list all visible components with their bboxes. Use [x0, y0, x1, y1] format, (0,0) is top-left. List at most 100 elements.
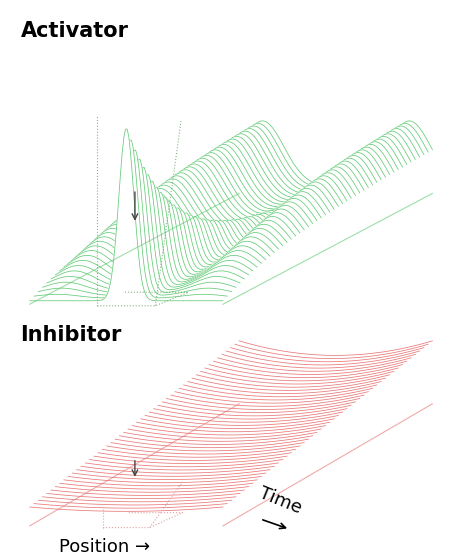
Polygon shape — [107, 446, 300, 481]
Polygon shape — [120, 202, 313, 257]
Polygon shape — [179, 388, 373, 439]
Polygon shape — [60, 483, 253, 509]
Polygon shape — [42, 159, 236, 297]
Polygon shape — [55, 487, 249, 511]
Polygon shape — [197, 147, 390, 216]
Text: Activator: Activator — [20, 21, 129, 41]
Polygon shape — [137, 188, 330, 248]
Polygon shape — [166, 398, 360, 446]
Polygon shape — [38, 500, 231, 521]
Polygon shape — [47, 168, 240, 295]
Polygon shape — [81, 208, 274, 277]
Polygon shape — [51, 490, 244, 514]
Polygon shape — [222, 354, 415, 414]
Polygon shape — [90, 460, 283, 491]
Polygon shape — [115, 439, 308, 476]
Polygon shape — [90, 213, 283, 272]
Polygon shape — [197, 375, 390, 429]
Polygon shape — [34, 504, 227, 524]
Polygon shape — [128, 195, 321, 252]
Polygon shape — [145, 182, 338, 243]
Polygon shape — [201, 144, 394, 214]
Polygon shape — [98, 217, 291, 268]
Polygon shape — [98, 453, 291, 486]
Polygon shape — [68, 197, 262, 284]
Polygon shape — [60, 187, 253, 289]
Polygon shape — [218, 134, 411, 205]
Polygon shape — [30, 129, 223, 304]
Polygon shape — [132, 426, 326, 466]
Polygon shape — [38, 150, 231, 300]
Polygon shape — [171, 395, 364, 444]
Polygon shape — [175, 161, 368, 227]
Polygon shape — [64, 480, 257, 506]
Polygon shape — [55, 182, 249, 291]
Polygon shape — [158, 405, 351, 451]
Text: Inhibitor: Inhibitor — [20, 325, 122, 345]
Polygon shape — [51, 175, 244, 293]
Polygon shape — [132, 192, 326, 250]
Polygon shape — [47, 494, 240, 516]
Polygon shape — [154, 176, 347, 238]
Polygon shape — [222, 131, 415, 203]
Polygon shape — [64, 193, 257, 286]
Polygon shape — [226, 129, 419, 200]
Polygon shape — [149, 179, 343, 241]
Polygon shape — [188, 153, 381, 221]
Polygon shape — [128, 429, 321, 468]
Polygon shape — [102, 449, 296, 483]
Polygon shape — [85, 463, 279, 494]
Polygon shape — [171, 164, 364, 229]
Polygon shape — [235, 344, 428, 406]
Polygon shape — [235, 124, 428, 196]
Polygon shape — [30, 507, 223, 526]
Polygon shape — [85, 211, 279, 275]
Polygon shape — [179, 158, 373, 225]
Polygon shape — [213, 361, 407, 419]
Polygon shape — [34, 140, 227, 302]
Polygon shape — [226, 351, 419, 411]
Polygon shape — [239, 341, 433, 404]
Polygon shape — [77, 205, 270, 280]
Polygon shape — [111, 443, 304, 478]
Polygon shape — [209, 365, 402, 421]
Polygon shape — [42, 497, 236, 519]
Polygon shape — [94, 456, 287, 488]
Polygon shape — [205, 368, 398, 424]
Polygon shape — [209, 139, 402, 209]
Polygon shape — [107, 213, 300, 263]
Polygon shape — [73, 201, 266, 282]
Polygon shape — [120, 436, 313, 473]
Polygon shape — [124, 198, 317, 255]
Polygon shape — [230, 126, 424, 198]
Polygon shape — [145, 416, 338, 458]
Polygon shape — [175, 392, 368, 441]
Polygon shape — [205, 141, 398, 212]
Polygon shape — [192, 150, 386, 218]
Polygon shape — [230, 348, 424, 409]
Polygon shape — [162, 170, 355, 234]
Polygon shape — [162, 402, 355, 448]
Polygon shape — [149, 412, 343, 456]
Polygon shape — [68, 476, 262, 504]
Text: Time: Time — [257, 485, 304, 518]
Polygon shape — [192, 378, 386, 431]
Polygon shape — [77, 470, 270, 499]
Polygon shape — [218, 358, 411, 416]
Polygon shape — [115, 206, 308, 259]
Polygon shape — [111, 209, 304, 261]
Polygon shape — [239, 121, 433, 193]
Polygon shape — [184, 155, 377, 223]
Polygon shape — [154, 409, 347, 453]
Polygon shape — [184, 385, 377, 436]
Polygon shape — [141, 419, 334, 461]
Polygon shape — [166, 167, 360, 232]
Polygon shape — [213, 136, 407, 207]
Polygon shape — [137, 422, 330, 463]
Polygon shape — [73, 473, 266, 501]
Polygon shape — [141, 185, 334, 246]
Polygon shape — [94, 215, 287, 270]
Polygon shape — [102, 217, 296, 266]
Text: Position →: Position → — [59, 538, 150, 556]
Polygon shape — [188, 382, 381, 434]
